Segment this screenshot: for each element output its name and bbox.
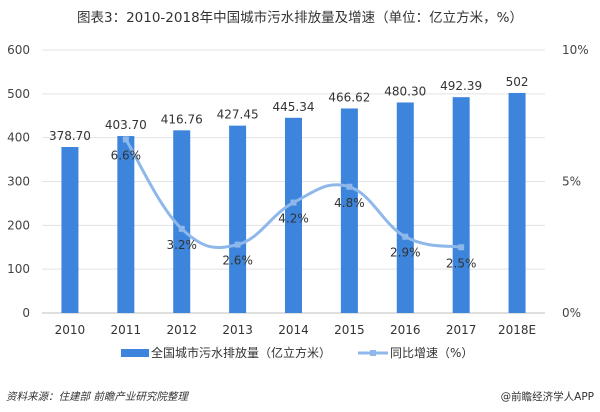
y-tick-label: 500 xyxy=(7,87,30,101)
line-value-label: 3.2% xyxy=(166,238,197,252)
x-tick-label: 2010 xyxy=(55,323,86,337)
bar xyxy=(285,117,302,313)
line-value-label: 4.2% xyxy=(278,212,309,226)
x-tick-label: 2011 xyxy=(111,323,142,337)
x-tick-label: 2014 xyxy=(278,323,309,337)
line-marker xyxy=(346,183,353,190)
line-value-label: 2.6% xyxy=(222,254,253,268)
x-tick-label: 2013 xyxy=(222,323,253,337)
bar-value-label: 466.62 xyxy=(328,90,370,104)
y-tick-label: 400 xyxy=(7,131,30,145)
bar-value-label: 502 xyxy=(506,75,529,89)
bar-value-label: 378.70 xyxy=(49,129,91,143)
y-tick-label: 200 xyxy=(7,218,30,232)
x-tick-label: 2012 xyxy=(166,323,197,337)
line-marker xyxy=(234,241,241,248)
line-marker xyxy=(458,244,465,251)
bar xyxy=(229,125,247,313)
bar xyxy=(117,136,135,313)
line-value-label: 2.5% xyxy=(446,256,477,270)
y-tick-label: 0 xyxy=(22,306,30,320)
bar-value-label: 403.70 xyxy=(105,118,147,132)
bar xyxy=(396,102,414,313)
bar-value-label: 416.76 xyxy=(161,112,203,126)
source-note: 资料来源：住建部 前瞻产业研究院整理 xyxy=(6,391,188,403)
y-tick-label: 300 xyxy=(7,175,30,189)
y2-tick-label: 5% xyxy=(562,175,581,189)
line-marker xyxy=(402,233,409,240)
line-value-label: 6.6% xyxy=(111,148,142,162)
bar-value-label: 445.34 xyxy=(273,100,315,114)
brand-note: @前瞻经济学人APP xyxy=(500,391,594,403)
bar xyxy=(508,92,526,313)
bar-value-label: 427.45 xyxy=(217,108,259,122)
y-tick-label: 600 xyxy=(7,43,30,57)
y2-tick-label: 0% xyxy=(562,306,581,320)
x-tick-label: 2017 xyxy=(446,323,477,337)
chart-title: 图表3：2010-2018年中国城市污水排放量及增速（单位：亿立方米，%） xyxy=(76,10,523,26)
x-tick-label: 2018E xyxy=(498,323,536,337)
x-tick-label: 2015 xyxy=(334,323,365,337)
line-marker xyxy=(178,225,185,232)
line-value-label: 2.9% xyxy=(390,246,421,260)
legend-line-label: 同比增速（%） xyxy=(390,346,473,360)
line-value-label: 4.8% xyxy=(334,196,365,210)
legend-bar-swatch xyxy=(121,349,149,357)
bar xyxy=(340,108,358,313)
y-tick-label: 100 xyxy=(7,262,30,276)
bar-value-label: 492.39 xyxy=(440,79,482,93)
legend-line-marker xyxy=(370,350,376,356)
line-marker xyxy=(122,136,129,143)
legend-bar-label: 全国城市污水排放量（亿立方米） xyxy=(151,345,331,360)
line-marker xyxy=(290,199,297,206)
bar xyxy=(61,147,79,313)
x-tick-label: 2016 xyxy=(390,323,421,337)
bar xyxy=(452,97,470,313)
y2-tick-label: 10% xyxy=(562,43,589,57)
bar-value-label: 480.30 xyxy=(384,84,426,98)
bar xyxy=(173,130,191,313)
